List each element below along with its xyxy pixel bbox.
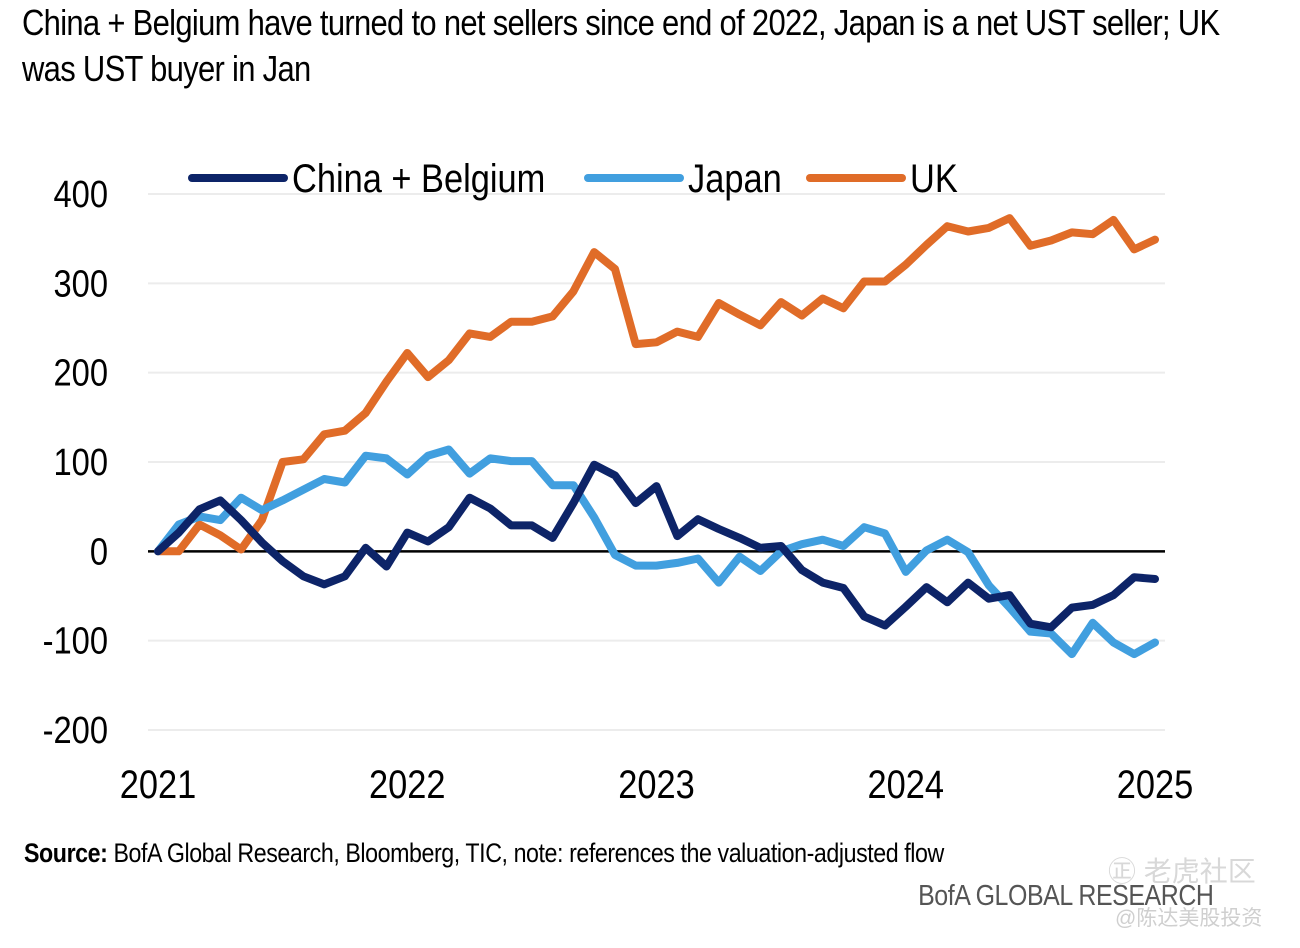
y-tick-label: -200	[43, 709, 108, 752]
series-line-japan	[154, 445, 1159, 659]
x-tick-label: 2025	[1117, 762, 1194, 807]
source-note: Source: BofA Global Research, Bloomberg,…	[24, 838, 944, 869]
x-tick-label: 2021	[120, 762, 197, 807]
gridlines	[148, 193, 1165, 731]
source-label: Source:	[24, 838, 108, 868]
series-lines	[154, 214, 1159, 659]
y-tick-label: 200	[53, 351, 108, 394]
y-tick-label: 0	[90, 530, 108, 573]
series-line-uk	[154, 214, 1159, 556]
x-tick-label: 2023	[618, 762, 695, 807]
legend-label: China + Belgium	[292, 156, 545, 201]
x-tick-label: 2024	[867, 762, 944, 807]
watermark-bottom: @陈达美股投资	[1115, 907, 1263, 930]
x-tick-label: 2022	[369, 762, 446, 807]
x-axis-ticks: 2021 2022 2023 2024 2025	[120, 762, 1194, 807]
brand-label: BofA GLOBAL RESEARCH	[918, 880, 1215, 912]
y-tick-label: -100	[43, 619, 108, 662]
series-line-china-belgium	[154, 460, 1159, 632]
source-text: BofA Global Research, Bloomberg, TIC, no…	[107, 838, 944, 868]
legend-label: Japan	[688, 156, 782, 201]
y-tick-label: 300	[53, 262, 108, 305]
legend: China + Belgium Japan UK	[188, 156, 958, 201]
watermark-top: ㊣ 老虎社区	[1108, 856, 1256, 887]
y-axis-ticks: 400 300 200 100 0 -100 -200	[43, 173, 108, 752]
y-tick-label: 400	[53, 173, 108, 216]
y-tick-label: 100	[53, 441, 108, 484]
legend-label: UK	[910, 156, 958, 201]
chart-title: China + Belgium have turned to net selle…	[22, 2, 1220, 89]
